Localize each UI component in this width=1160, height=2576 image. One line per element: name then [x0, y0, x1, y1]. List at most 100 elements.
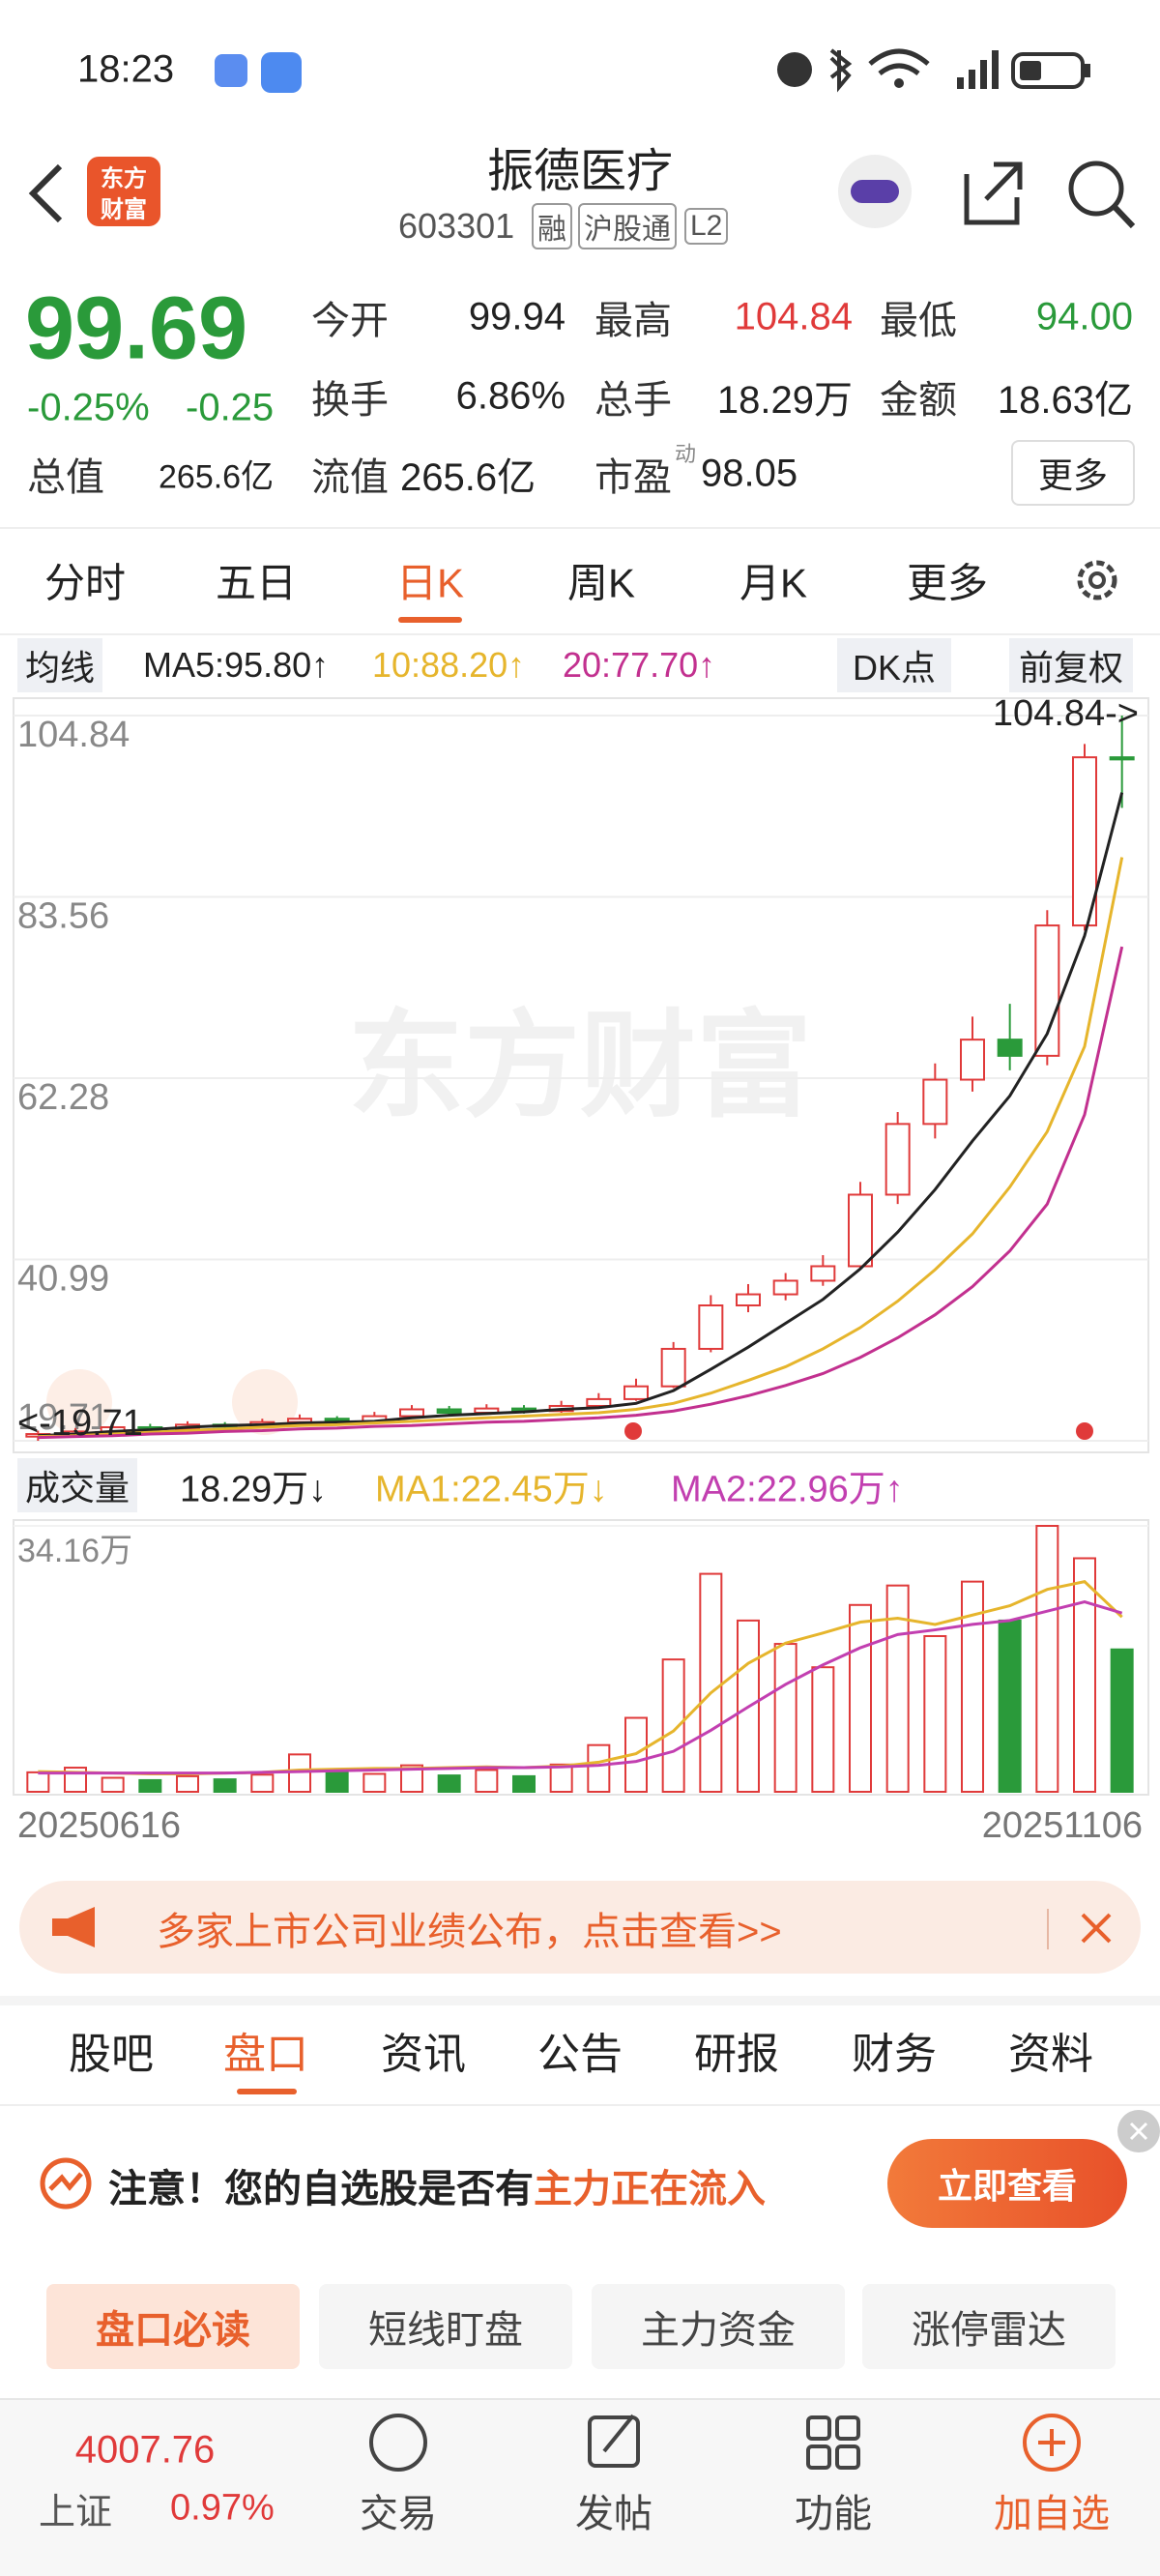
section-tab[interactable]: 股吧: [69, 2031, 154, 2078]
nav-icons: [369, 2414, 1081, 2472]
more-button[interactable]: 更多: [1010, 440, 1136, 506]
annotation: 104.84->: [993, 693, 1139, 734]
volume-bar: [475, 1769, 499, 1793]
legend: MA2:22.96万↑: [671, 1469, 904, 1510]
nav-label[interactable]: 发帖: [575, 2493, 652, 2535]
candle-body: [736, 1293, 761, 1307]
candle-body: [848, 1193, 873, 1268]
volume-bar: [811, 1666, 835, 1793]
index-change[interactable]: 0.97%: [170, 2487, 275, 2529]
chart-tab[interactable]: 五日: [215, 560, 298, 606]
volume-bar: [512, 1774, 536, 1793]
volume-bar: [26, 1771, 50, 1794]
volume-bar: [587, 1743, 611, 1793]
banner-text[interactable]: 多家上市公司业绩公布，点击查看>>: [157, 1911, 782, 1953]
pe-tag: 动: [675, 442, 697, 466]
ma-selector[interactable]: 均线: [17, 638, 103, 692]
dk-button[interactable]: DK点: [837, 638, 952, 692]
field-value: 265.6亿: [400, 456, 536, 499]
legend: 10:88.20↑: [372, 645, 526, 685]
y-tick-label: 62.28: [17, 1077, 109, 1118]
chart-tab[interactable]: 日K: [395, 560, 465, 606]
volume-bar: [176, 1774, 199, 1793]
close-icon[interactable]: [1046, 1905, 1123, 1953]
index-name[interactable]: 上证: [39, 2492, 113, 2533]
volume-bar: [885, 1584, 910, 1793]
chart-tab[interactable]: 周K: [566, 560, 636, 606]
tool-button[interactable]: [319, 2284, 572, 2369]
chart-tab[interactable]: 月K: [739, 560, 808, 606]
field-label: 换手: [311, 379, 389, 422]
notice-highlight: 主力正在流入: [534, 2168, 766, 2210]
ma-line: [38, 946, 1124, 1440]
y-tick-label: 40.99: [17, 1259, 109, 1300]
date-label: 20250616: [17, 1805, 181, 1846]
tool-label[interactable]: 主力资金: [641, 2309, 796, 2352]
field-label: 流值: [311, 456, 389, 499]
section-tab[interactable]: 盘口: [223, 2031, 308, 2078]
candle-body: [1072, 756, 1097, 927]
volume-bar: [101, 1776, 125, 1794]
volume-bar: [1110, 1648, 1134, 1793]
field-value: 94.00: [1035, 295, 1133, 338]
nav-label[interactable]: 功能: [795, 2493, 872, 2535]
candle-body: [884, 1123, 911, 1196]
candle-body: [997, 1039, 1023, 1057]
candle-body: [586, 1397, 612, 1407]
volume-selector[interactable]: 成交量: [17, 1458, 138, 1512]
stock-name: 振德医疗: [486, 146, 674, 197]
chart-tab[interactable]: 分时: [44, 560, 127, 606]
tag: 沪股通: [578, 203, 677, 249]
chart: 东方财富 104.8483.5662.2840.9919.7134.16万104…: [13, 693, 1149, 1846]
chart-tab[interactable]: 更多: [906, 560, 989, 606]
section-tab[interactable]: 财务: [852, 2031, 937, 2078]
field-value: 98.05: [701, 452, 798, 495]
volume-current: 18.29万↓: [180, 1469, 328, 1510]
notice-button[interactable]: 立即查看: [886, 2139, 1128, 2228]
candle-body: [660, 1347, 686, 1388]
notice-icon: [40, 2157, 92, 2210]
megaphone: [52, 1907, 95, 1947]
tag: 融: [532, 203, 572, 249]
stock-code: 603301: [398, 206, 515, 246]
section-tab[interactable]: 研报: [694, 2031, 779, 2078]
volume-bar: [400, 1764, 423, 1793]
candle-body: [922, 1078, 948, 1126]
nav-label[interactable]: 加自选: [994, 2493, 1110, 2535]
candle-body: [436, 1408, 462, 1415]
index-value[interactable]: 4007.76: [74, 2428, 216, 2472]
section-tab[interactable]: 资料: [1008, 2031, 1093, 2078]
candle-body: [1034, 924, 1060, 1057]
tag: L2: [684, 208, 729, 245]
volume-bar: [1073, 1557, 1096, 1794]
volume-bar: [998, 1619, 1022, 1793]
dismiss[interactable]: [1112, 2108, 1160, 2156]
field-value: 99.94: [468, 295, 566, 338]
ma-line: [38, 857, 1124, 1439]
nav-label[interactable]: 交易: [360, 2493, 437, 2535]
watermark: 东方财富: [348, 1002, 812, 1131]
volume-bar: [923, 1634, 947, 1793]
tool-label[interactable]: 盘口必读: [96, 2309, 250, 2352]
tool-label[interactable]: 涨停雷达: [912, 2309, 1066, 2352]
tool-label[interactable]: 短线盯盘: [368, 2309, 523, 2352]
field-value: 265.6亿: [159, 458, 275, 496]
bottom-bar: [0, 2398, 1160, 2576]
tool-button[interactable]: [46, 2284, 300, 2369]
section-tab[interactable]: 公告: [537, 2031, 623, 2078]
change: -0.25: [186, 386, 275, 429]
adjust-button[interactable]: 前复权: [1009, 638, 1134, 692]
tool-button[interactable]: [592, 2284, 845, 2369]
volume-bar: [437, 1774, 461, 1793]
field-label: 最高: [594, 300, 672, 342]
volume-bar: [1035, 1525, 1059, 1793]
banner[interactable]: [19, 1881, 1141, 1974]
legend: MA5:95.80↑: [143, 645, 330, 685]
settings-icon[interactable]: [1068, 553, 1126, 607]
ma-line: [38, 1580, 1123, 1775]
section-tab[interactable]: 资讯: [381, 2031, 466, 2078]
volume-bar: [849, 1603, 872, 1794]
tool-button[interactable]: [862, 2284, 1116, 2369]
candle-body: [698, 1304, 724, 1350]
